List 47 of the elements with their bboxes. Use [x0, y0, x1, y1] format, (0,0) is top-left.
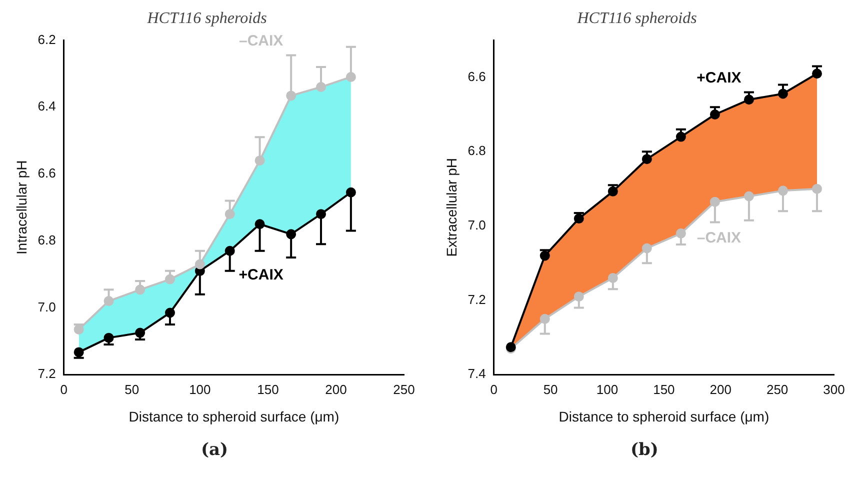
y-tick-label: 6.2	[38, 32, 56, 47]
x-axis-title: Distance to spheroid surface (μm)	[558, 408, 770, 424]
point	[346, 187, 356, 198]
point	[286, 90, 296, 101]
y-tick-label: 6.6	[468, 68, 486, 84]
x-tick-label: 50	[543, 382, 558, 397]
series-label: –CAIX	[696, 230, 742, 247]
y-tick-label: 6.6	[38, 166, 56, 181]
y-tick-label: 6.8	[468, 143, 486, 158]
x-tick-label: 0	[60, 382, 68, 397]
y-tick-label: 6.8	[38, 232, 56, 248]
y-tick-label: 7.4	[468, 366, 486, 382]
x-tick-label: 250	[766, 382, 788, 397]
y-tick-label: 7.2	[468, 292, 486, 307]
x-tick-label: 0	[490, 382, 498, 397]
x-tick-label: 200	[325, 382, 347, 397]
point	[540, 250, 550, 261]
text: (a)	[200, 440, 230, 460]
y-tick-label: 7.2	[38, 366, 56, 382]
point	[316, 209, 326, 220]
chart-title: HCT116 spheroids	[576, 10, 697, 27]
x-tick-label: 200	[710, 382, 732, 397]
y-tick-label: 7.0	[468, 218, 486, 233]
x-tick-label: 50	[124, 382, 140, 397]
chart-title: HCT116 spheroids	[146, 10, 267, 27]
x-axis-title: Distance to spheroid surface (μm)	[128, 408, 340, 424]
point	[744, 191, 754, 202]
point	[194, 259, 205, 270]
series-label: +CAIX	[696, 69, 742, 86]
y-tick-label: 7.0	[38, 299, 56, 314]
x-tick-label: 300	[823, 382, 845, 397]
series-label: +CAIX	[238, 266, 284, 284]
x-tick-label: 150	[653, 382, 675, 397]
point	[135, 328, 146, 338]
point	[540, 314, 550, 324]
text: (b)	[630, 440, 660, 460]
point	[710, 196, 720, 207]
point	[608, 272, 618, 283]
x-tick-label: 100	[189, 382, 211, 397]
x-tick-label: 250	[393, 382, 415, 397]
x-tick-label: 100	[596, 382, 618, 397]
x-tick-label: 150	[257, 382, 279, 397]
point	[812, 68, 822, 79]
y-tick-label: 6.4	[38, 98, 56, 114]
y-axis-title: Intracellular pH	[13, 160, 30, 254]
text: –CAIX	[238, 32, 284, 50]
y-axis-title: Extracellular pH	[443, 158, 460, 257]
